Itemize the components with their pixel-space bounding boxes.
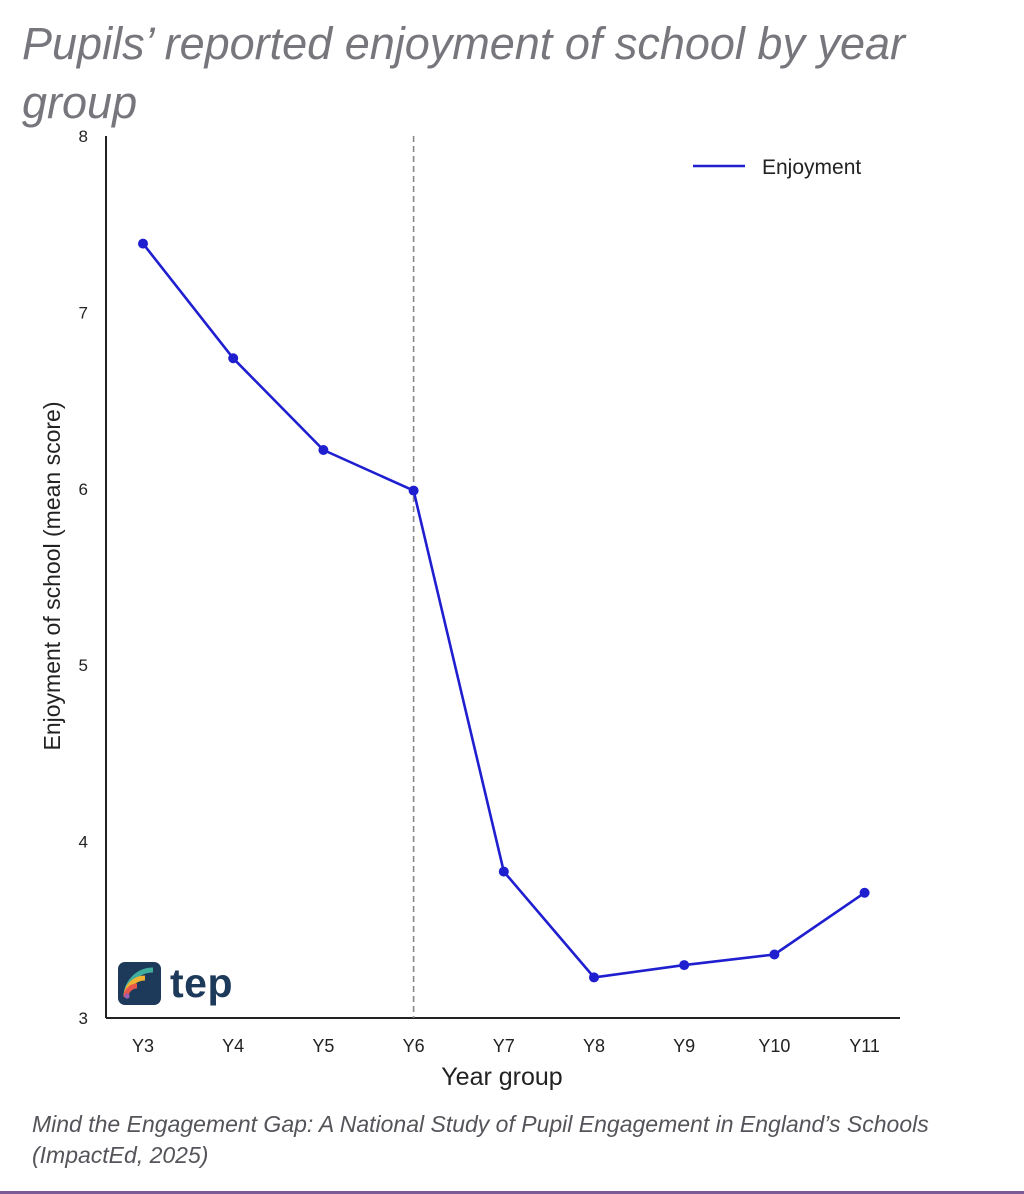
tick-labels-group: 3 4 5 6 7 8 Y3 Y4 Y5 Y6 Y7 Y8 Y9 Y10 Y11 [79, 127, 880, 1056]
data-point [228, 353, 239, 364]
x-tick-label: Y7 [493, 1036, 515, 1056]
x-tick-label: Y11 [849, 1036, 880, 1056]
data-point [859, 887, 870, 898]
data-point [408, 485, 419, 496]
y-axis-label: Enjoyment of school (mean score) [39, 402, 65, 751]
chart-title: Pupils’ reported enjoyment of school by … [22, 18, 905, 128]
tep-logo-icon [118, 961, 161, 1005]
tep-logo: tep [118, 961, 233, 1005]
legend: Enjoyment [693, 156, 861, 179]
y-tick-label: 4 [79, 833, 88, 852]
series-group [138, 238, 870, 983]
data-point [589, 972, 599, 983]
x-axis-label: Year group [441, 1063, 562, 1091]
x-tick-label: Y4 [222, 1036, 244, 1056]
x-tick-label: Y10 [758, 1036, 790, 1056]
y-tick-label: 5 [79, 656, 88, 675]
y-tick-label: 7 [79, 303, 88, 322]
data-point [138, 238, 148, 249]
data-point [498, 866, 509, 877]
data-point [769, 949, 780, 960]
y-tick-label: 3 [79, 1009, 88, 1028]
x-tick-label: Y8 [583, 1036, 605, 1056]
x-tick-label: Y3 [132, 1036, 154, 1056]
data-point [679, 960, 690, 971]
source-caption: Mind the Engagement Gap: A National Stud… [32, 1111, 929, 1168]
chart-axes [105, 136, 900, 1019]
legend-label: Enjoyment [762, 156, 861, 179]
y-tick-label: 8 [79, 127, 88, 146]
data-point [318, 444, 329, 455]
y-tick-label: 6 [79, 480, 88, 499]
x-tick-label: Y5 [312, 1036, 334, 1056]
bottom-rule [0, 1191, 1024, 1194]
x-tick-label: Y9 [673, 1036, 695, 1056]
x-tick-label: Y6 [403, 1036, 425, 1056]
tep-logo-text: tep [170, 960, 233, 1006]
